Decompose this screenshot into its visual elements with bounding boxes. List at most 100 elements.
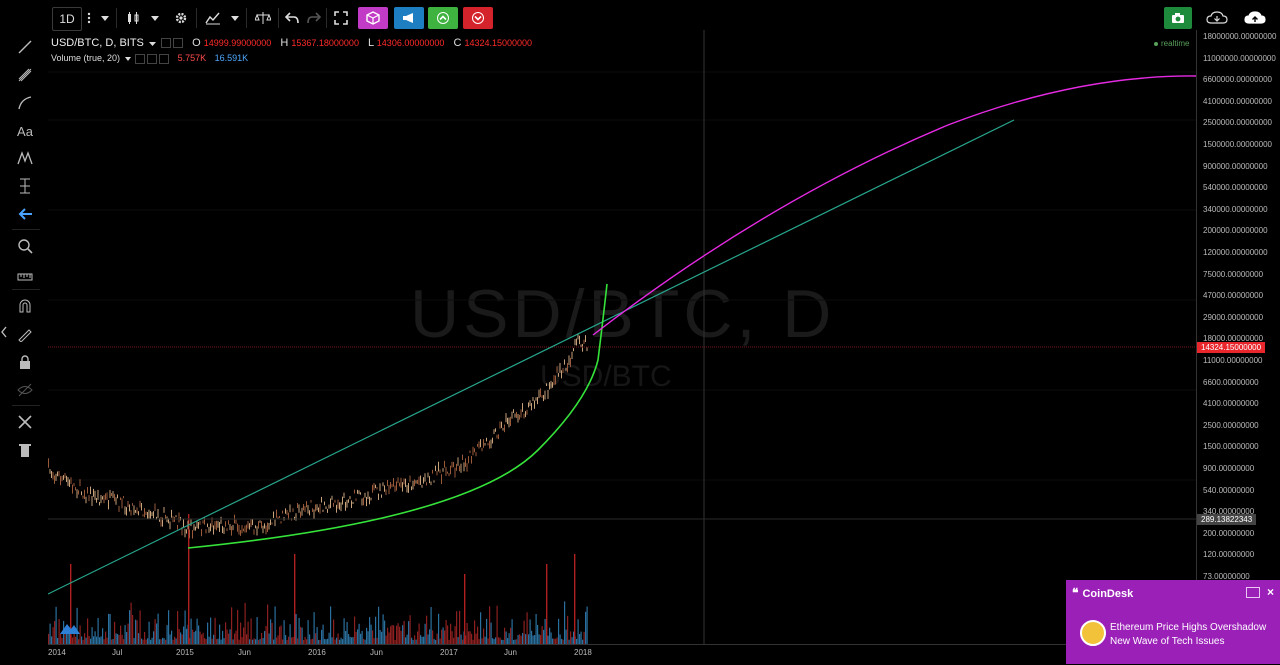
price-candle — [75, 487, 76, 491]
volume-bar — [418, 623, 420, 644]
volume-bar — [147, 638, 149, 644]
fullscreen-icon[interactable] — [330, 7, 352, 29]
measure-icon[interactable] — [14, 175, 36, 197]
lock-draw-icon[interactable] — [14, 323, 36, 345]
indicators-dropdown-icon[interactable] — [228, 7, 242, 29]
cloud-upload-icon[interactable] — [1240, 7, 1270, 29]
cloud-download-icon[interactable] — [1202, 7, 1232, 29]
price-candle — [483, 439, 484, 448]
ruler-icon[interactable] — [14, 263, 36, 285]
price-candle — [301, 507, 303, 516]
price-candle — [417, 479, 418, 484]
price-chart[interactable]: USD/BTC, D USD/BTC — [48, 30, 1196, 644]
pitchfork-icon[interactable] — [14, 64, 36, 86]
volume-bar — [507, 638, 509, 644]
volume-bar — [153, 631, 155, 644]
cube-icon[interactable] — [358, 7, 388, 29]
price-candle — [478, 441, 480, 449]
price-candle — [294, 516, 295, 521]
price-candle — [88, 495, 90, 502]
price-candle — [348, 499, 349, 503]
volume-bar — [256, 617, 258, 644]
chart-canvas[interactable] — [48, 30, 1196, 644]
pattern-icon[interactable] — [14, 147, 36, 169]
price-candle — [369, 496, 370, 505]
price-candle — [84, 489, 85, 500]
lock-icon[interactable] — [14, 351, 36, 373]
time-axis[interactable]: 2014 Jul 2015 Jun 2016 Jun 2017 Jun 2018 — [48, 644, 1196, 665]
trend-line-icon[interactable] — [14, 36, 36, 58]
trash-icon[interactable] — [14, 439, 36, 461]
text-tool-icon[interactable]: Aa — [17, 123, 33, 139]
volume-title[interactable]: Volume (true, 20) — [51, 53, 121, 63]
symbol-dropdown-icon[interactable] — [148, 42, 156, 46]
legend-hide-icon[interactable] — [161, 38, 172, 49]
volume-bar — [508, 633, 510, 644]
symbol-title[interactable]: USD/BTC, D, BITS — [51, 37, 144, 49]
up-arrow-green-icon[interactable] — [428, 7, 458, 29]
broadcast-icon[interactable] — [394, 7, 424, 29]
price-candle — [372, 484, 373, 493]
price-candle — [151, 512, 153, 516]
price-candle — [367, 491, 369, 499]
arrow-icon[interactable] — [14, 203, 36, 225]
volume-bar — [585, 611, 587, 644]
price-candle — [142, 514, 144, 517]
compare-icon[interactable] — [252, 7, 274, 29]
snapshot-camera-icon[interactable] — [1164, 7, 1192, 29]
toast-menu-icon[interactable] — [1246, 587, 1260, 598]
volume-bar — [271, 622, 273, 644]
price-candle — [162, 517, 163, 527]
volume-bar — [466, 623, 468, 644]
volume-bar — [64, 633, 66, 644]
toast-close-icon[interactable]: × — [1266, 585, 1274, 599]
volume-bar — [250, 618, 252, 644]
volume-bar — [558, 618, 560, 644]
news-toast[interactable]: ❝ CoinDesk × Ethereum Price Highs Oversha… — [1066, 580, 1280, 664]
volume-dropdown-icon[interactable] — [124, 57, 131, 61]
price-candle — [561, 370, 562, 379]
zoom-icon[interactable] — [14, 235, 36, 257]
price-candle — [358, 490, 360, 495]
candle-type-icon[interactable] — [122, 7, 144, 29]
legend-settings-icon[interactable] — [173, 38, 184, 49]
magnet-icon[interactable] — [14, 295, 36, 317]
price-candle — [463, 462, 465, 472]
indicators-icon[interactable] — [202, 7, 224, 29]
price-candle — [222, 525, 223, 534]
more-dots-icon[interactable] — [82, 7, 96, 29]
redo-icon[interactable] — [304, 7, 324, 29]
down-arrow-red-icon[interactable] — [463, 7, 493, 29]
volume-bar — [54, 621, 56, 644]
volume-bar — [327, 638, 329, 644]
eye-hide-icon[interactable] — [14, 379, 36, 401]
volume-bar — [505, 631, 507, 644]
toast-headline[interactable]: Ethereum Price Highs Overshadow New Wave… — [1110, 622, 1267, 647]
undo-icon[interactable] — [282, 7, 302, 29]
volume-spike — [546, 564, 548, 644]
volume-settings-icon[interactable] — [147, 53, 158, 64]
volume-bar — [160, 639, 162, 644]
price-candle — [565, 367, 567, 371]
price-candle — [250, 518, 252, 528]
chart-type-dropdown-icon[interactable] — [148, 7, 162, 29]
volume-bar — [267, 604, 269, 644]
collapse-toolbar-icon[interactable] — [0, 323, 8, 341]
volume-close-icon[interactable] — [159, 53, 170, 64]
volume-hide-icon[interactable] — [135, 53, 146, 64]
price-scale[interactable]: 73.00000000 120.00000000 200.00000000 340.0… — [1196, 30, 1280, 590]
settings-gear-icon[interactable] — [170, 7, 192, 29]
price-candle — [430, 481, 432, 486]
interval-button[interactable]: 1D — [52, 7, 82, 31]
price-candle — [54, 475, 55, 484]
interval-dropdown-icon[interactable] — [98, 7, 112, 29]
price-candle — [61, 475, 63, 482]
price-scale-label: 900.00000000 — [1203, 464, 1255, 473]
price-candle — [465, 458, 466, 467]
remove-tools-icon[interactable] — [14, 411, 36, 433]
price-candle — [145, 511, 147, 515]
volume-bar — [441, 629, 443, 644]
volume-bar — [108, 613, 110, 644]
volume-bar — [207, 622, 209, 644]
brush-icon[interactable] — [14, 92, 36, 114]
